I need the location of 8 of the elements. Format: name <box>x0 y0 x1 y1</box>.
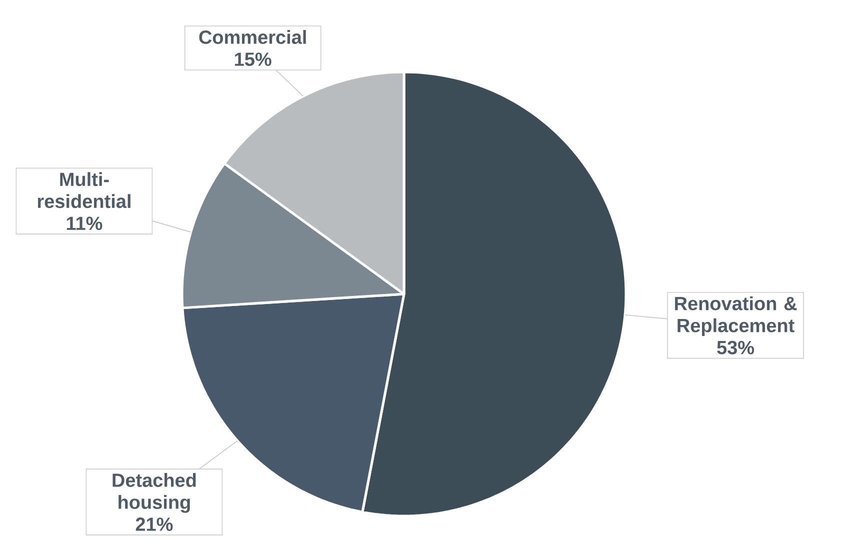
data-label: 15% <box>235 52 272 66</box>
data-label: 11% <box>66 216 102 230</box>
data-label: 53% <box>717 340 754 354</box>
slice-label: Multi-residential <box>38 172 130 208</box>
slice-label: Detached housing <box>112 473 196 513</box>
data-label: 21% <box>136 518 173 531</box>
slice-label: Renovation & Replacement <box>675 296 797 336</box>
slice-label: Commercial <box>199 30 306 44</box>
